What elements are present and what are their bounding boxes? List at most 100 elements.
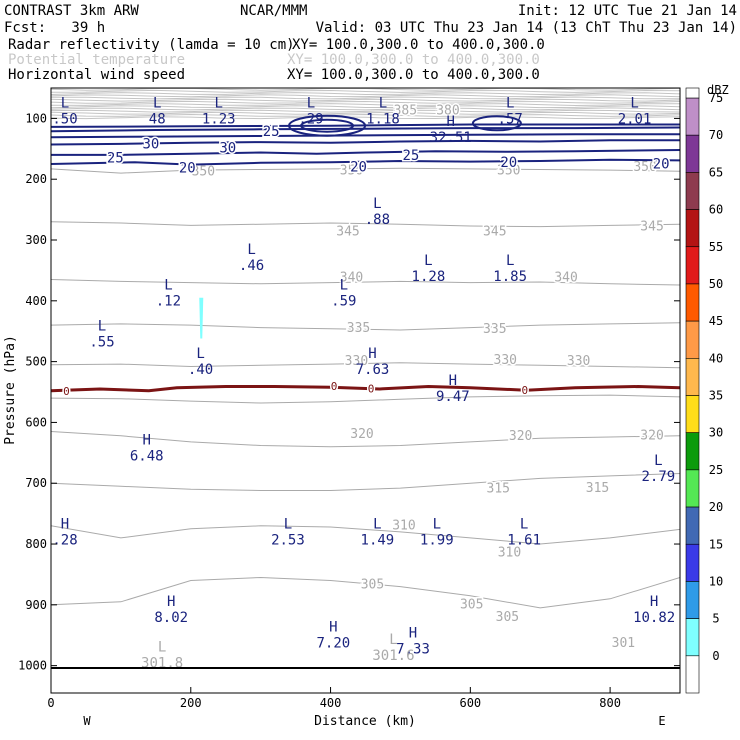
y-tick-label: 600 (25, 415, 47, 429)
theta-label: 385 (394, 103, 417, 118)
jet-core-loop (471, 115, 522, 132)
extremum-symbol: L (153, 95, 161, 111)
extremum-value: .40 (188, 362, 213, 378)
x-tick-label: 0 (47, 696, 54, 710)
y-tick-label: 800 (25, 537, 47, 551)
theta-label: 345 (336, 224, 359, 239)
wind-contour (51, 123, 680, 128)
field2-name: Potential temperature (8, 52, 185, 68)
y-tick-label: 400 (25, 294, 47, 308)
extremum-symbol: L (215, 95, 223, 111)
jet-level-band (51, 88, 680, 120)
extremum-value: 301.8 (141, 655, 183, 671)
y-tick-label: 200 (25, 172, 47, 186)
extremum-value: 7.20 (316, 635, 350, 651)
jet-core-loop (288, 114, 367, 137)
extremum-symbol: L (433, 517, 441, 533)
extremum-symbol: H (329, 619, 337, 635)
jet-theta-line (51, 100, 680, 104)
extremum-symbol: L (424, 253, 432, 269)
jet-theta-line (51, 113, 680, 117)
wind-contour-20 (51, 158, 680, 166)
extremum-symbol: L (61, 95, 69, 111)
wind-label: 30 (143, 136, 160, 152)
field1-xy: XY= 100.0,300.0 to 400.0,300.0 (292, 37, 545, 53)
y-axis-label: Pressure (hPa) (3, 335, 18, 445)
east-label: E (658, 714, 665, 728)
theta-label: 305 (496, 610, 519, 625)
x-axis: 0 200 400 600 800 (47, 687, 621, 710)
theta-label: 345 (483, 224, 506, 239)
colorbar-swatch (685, 618, 700, 657)
colorbar-label: 65 (709, 165, 723, 179)
jet-theta-line (51, 96, 680, 100)
theta-label: 335 (347, 321, 370, 336)
colorbar-swatch (685, 358, 700, 396)
wind-contours: 20 20 20 20 25 25 25 30 30 (51, 114, 680, 178)
jet-theta-line (51, 107, 680, 111)
extremum-symbol: L (340, 278, 348, 294)
colorbar-label: 15 (709, 537, 723, 551)
y-tick-label: 500 (25, 355, 47, 369)
wind-contour (51, 133, 680, 139)
colorbar-label: 30 (709, 426, 723, 440)
melting-label: 0 (331, 380, 338, 393)
theta-label: 340 (554, 270, 577, 285)
extremum-symbol: H (650, 594, 658, 610)
extremum-symbol: H (447, 114, 455, 130)
jet-theta-line (51, 111, 680, 115)
jet-theta-line (51, 116, 680, 120)
colorbar-label: 5 (712, 612, 719, 626)
extremum-value: 1.23 (202, 111, 236, 127)
theta-label: 340 (340, 270, 363, 285)
extremum-symbol: H (409, 625, 417, 641)
wind-label: 25 (107, 150, 124, 166)
theta-label: 350 (192, 165, 215, 180)
theta-label: 310 (498, 545, 521, 560)
colorbar-swatch (685, 209, 700, 248)
x-tick-label: 400 (320, 696, 342, 710)
extremum-value: 2.01 (618, 111, 652, 127)
jet-theta-line (51, 98, 680, 102)
jet-theta-line (51, 89, 680, 93)
extremum-value: 1.18 (366, 111, 400, 127)
colorbar-swatch (685, 172, 700, 210)
field3-name: Horizontal wind speed (8, 67, 185, 83)
jet-core-loop (300, 118, 355, 133)
theta-contour-345 (51, 221, 680, 228)
extremum-symbol: L (520, 517, 528, 533)
extremum-value: .50 (52, 111, 77, 127)
theta-label: 330 (567, 354, 590, 369)
extremum-value: .46 (239, 258, 264, 274)
extremum-symbol: H (61, 517, 69, 533)
org-label: NCAR/MMM (240, 3, 307, 19)
model-title: CONTRAST 3km ARW (4, 3, 139, 19)
melting-label: 0 (368, 382, 375, 395)
theta-label: 315 (487, 481, 510, 496)
theta-contour-335 (51, 322, 680, 331)
extremum-value: .12 (156, 294, 181, 310)
plot-frame (50, 87, 681, 694)
melting-label: 0 (522, 384, 529, 397)
theta-contours: 350 350 350 350 345 345 345 340 340 335 335 330 330 3… (51, 102, 680, 652)
wind-contour-25 (51, 149, 680, 156)
colorbar-swatch (685, 506, 700, 545)
colorbar-label: 20 (709, 500, 723, 514)
colorbar-swatch (685, 543, 700, 582)
theta-label: 301 (612, 636, 635, 651)
colorbar-label: 35 (709, 389, 723, 403)
extremum-value: .57 (498, 111, 523, 127)
colorbar-swatch (685, 320, 700, 359)
colorbar-label: 0 (712, 649, 719, 663)
extremum-symbol: L (158, 639, 166, 655)
extremum-value: 48 (149, 111, 166, 127)
extremum-symbol: L (389, 632, 397, 648)
extremum-symbol: L (654, 453, 662, 469)
extremum-value: .28 (52, 533, 77, 549)
melting-level: 0 0 0 0 (51, 378, 680, 399)
theta-contour-320 (51, 431, 680, 448)
colorbar-swatch (685, 134, 700, 173)
init-time: Init: 12 UTC Tue 21 Jan 14 (518, 3, 737, 19)
colorbar-swatch (685, 97, 700, 136)
